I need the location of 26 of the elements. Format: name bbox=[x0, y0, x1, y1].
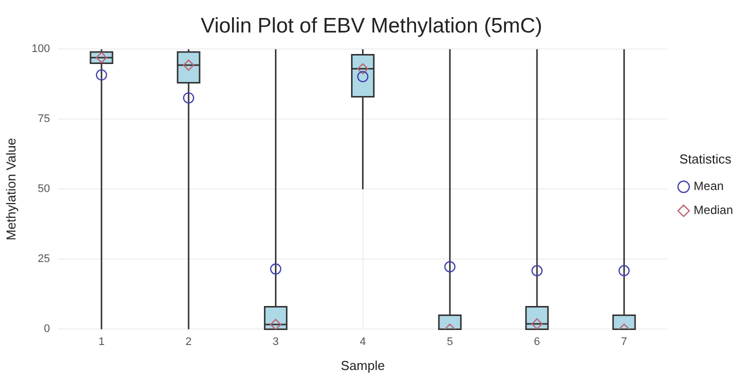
point bbox=[357, 63, 368, 74]
y-tick-label: 25 bbox=[38, 253, 50, 266]
point bbox=[270, 263, 282, 275]
legend-label: Median bbox=[694, 203, 733, 218]
point bbox=[183, 92, 194, 104]
point bbox=[270, 318, 282, 330]
y-tick-label: 0 bbox=[44, 323, 50, 336]
x-tick-label: 1 bbox=[98, 336, 105, 348]
x-tick-label: 7 bbox=[621, 336, 628, 348]
chart-title: Violin Plot of EBV Methylation (5mC) bbox=[200, 14, 542, 38]
y-tick-label: 100 bbox=[32, 43, 50, 56]
legend-label: Mean bbox=[694, 179, 724, 194]
x-tick-label: 4 bbox=[360, 336, 366, 348]
point bbox=[618, 265, 630, 276]
x-tick-label: 3 bbox=[272, 336, 279, 348]
y-axis-title: Methylation Value bbox=[3, 138, 18, 240]
point bbox=[96, 69, 108, 81]
y-tick-label: 75 bbox=[38, 113, 50, 126]
x-axis-title: Sample bbox=[340, 358, 385, 373]
y-tick-label: 50 bbox=[38, 183, 50, 196]
x-tick-label: 5 bbox=[446, 336, 453, 348]
x-tick-label: 2 bbox=[186, 336, 192, 348]
point bbox=[531, 265, 543, 276]
legend-title: Statistics bbox=[679, 151, 732, 166]
x-tick-label: 6 bbox=[534, 336, 540, 348]
point bbox=[444, 261, 456, 272]
